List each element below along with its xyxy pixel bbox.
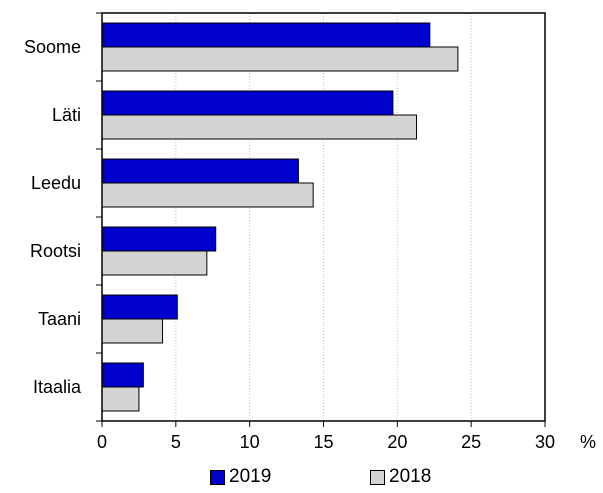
x-tick-label-25: 25 [461, 432, 481, 452]
bar-2018-leedu [101, 182, 314, 208]
bar-2019-itaalia [101, 362, 144, 388]
gridlines [175, 13, 472, 421]
x-tick-label-20: 20 [387, 432, 407, 452]
bar-2019-läti [101, 90, 394, 116]
x-tick-label-0: 0 [97, 432, 107, 452]
bar-2018-soome [101, 46, 459, 72]
category-labels: Soome Läti Leedu Rootsi Taani Itaalia [24, 37, 82, 397]
bar-2019-rootsi [101, 226, 217, 252]
x-tick-label-5: 5 [171, 432, 181, 452]
legend-label-2018: 2018 [389, 466, 432, 487]
axes [96, 12, 546, 427]
legend-swatch-2018 [370, 469, 385, 485]
bar-2019-soome [101, 22, 431, 48]
x-tick-label-10: 10 [240, 432, 260, 452]
x-tick-label-15: 15 [313, 432, 333, 452]
x-unit-label: % [580, 432, 596, 452]
x-tick-label-30: 30 [535, 432, 555, 452]
category-label-itaalia: Itaalia [33, 377, 82, 397]
category-label-soome: Soome [24, 37, 81, 57]
bar-2018-rootsi [101, 250, 208, 276]
category-label-läti: Läti [52, 105, 81, 125]
bar-2019-taani [101, 294, 178, 320]
legend-item-2019: 2019 [210, 466, 271, 488]
bar-2019-leedu [101, 158, 299, 184]
legend-swatch-2019 [210, 469, 225, 485]
category-label-taani: Taani [38, 309, 81, 329]
bars [101, 22, 459, 412]
legend-item-2018: 2018 [370, 466, 431, 488]
legend-label-2019: 2019 [229, 466, 272, 487]
bar-2018-läti [101, 114, 418, 140]
x-tick-labels: 0 5 10 15 20 25 30 [97, 432, 555, 452]
bar-2018-taani [101, 318, 164, 344]
bar-chart: 0 5 10 15 20 25 30 Soome Läti Leedu Rootsi Taani It… [24, 12, 596, 452]
legend: 2019 2018 [0, 466, 603, 490]
category-label-rootsi: Rootsi [30, 241, 81, 261]
category-label-leedu: Leedu [31, 173, 81, 193]
bar-2018-itaalia [101, 386, 140, 412]
